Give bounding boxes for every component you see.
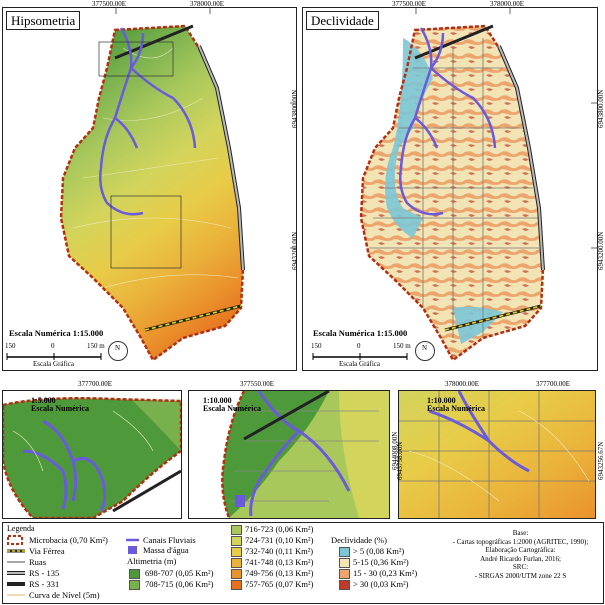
slope-swatch bbox=[339, 547, 350, 557]
x-coord-label: 378000.00E bbox=[445, 380, 480, 388]
y-coord-label: 6943200.00N bbox=[291, 231, 299, 270]
scale-tick-mid: 0 bbox=[51, 342, 55, 350]
numeric-scale: Escala Numérica 1:15.000 bbox=[313, 328, 408, 338]
slope-title: Declividade (%) bbox=[331, 535, 387, 545]
legend-item-railway: Via Férrea bbox=[29, 546, 65, 556]
altimetry-item: 698-707 (0,05 Km²) bbox=[145, 568, 214, 578]
scale-tick-mid: 0 bbox=[357, 342, 361, 350]
x-coord-label: 378000.00E bbox=[490, 0, 525, 8]
altimetry-swatch bbox=[231, 580, 242, 590]
altimetry-item: 749-756 (0,13 Km²) bbox=[245, 568, 314, 578]
x-coord-label: 377700.00E bbox=[78, 380, 113, 388]
map-title: Declividade bbox=[306, 11, 379, 30]
scale-tick-left: 150 bbox=[5, 342, 16, 350]
altimetry-swatch bbox=[231, 525, 242, 535]
y-coord-label: 6943800.00N bbox=[597, 89, 605, 128]
slope-swatch bbox=[339, 558, 350, 568]
altimetry-title: Altimetria (m) bbox=[127, 556, 177, 566]
inset-scale: 1:10.000 Escala Numérica bbox=[427, 396, 485, 413]
altimetry-item: 732-740 (0,11 Km²) bbox=[245, 546, 314, 556]
x-coord-label: 378000.00E bbox=[190, 0, 225, 8]
x-coord-label: 377550.00E bbox=[240, 380, 275, 388]
graphic-scale-caption: Escala Gráfica bbox=[339, 360, 380, 368]
altimetry-swatch bbox=[231, 558, 242, 568]
altimetry-swatch bbox=[231, 547, 242, 557]
road-rs331 bbox=[414, 24, 494, 60]
slope-item: > 5 (0,08 Km²) bbox=[353, 546, 405, 556]
inset-map-3: 1:10.000 Escala Numérica bbox=[398, 390, 596, 519]
altimetry-item: 757-765 (0,07 Km²) bbox=[245, 579, 314, 589]
north-arrow-icon: N bbox=[108, 341, 128, 361]
altimetry-item: 708-715 (0,06 Km²) bbox=[145, 579, 214, 589]
graphic-scale-caption: Escala Gráfica bbox=[33, 360, 74, 368]
hypsometry-canvas bbox=[6, 8, 296, 362]
x-coord-label: 377700.00E bbox=[536, 380, 571, 388]
altimetry-item: 724-731 (0,10 Km²) bbox=[245, 535, 314, 545]
numeric-scale: Escala Numérica 1:15.000 bbox=[9, 328, 104, 338]
inset-map-2: 1:10.000 Escala Numérica bbox=[188, 390, 390, 519]
y-coord-label: 6943800.00N bbox=[291, 89, 299, 128]
north-arrow-icon: N bbox=[415, 341, 435, 361]
legend-item-rs331: RS - 331 bbox=[29, 579, 60, 589]
y-coord-label: 6943256.67N bbox=[597, 441, 605, 480]
legend: Legenda Microbacia (0,70 Km²) Via Férrea… bbox=[2, 522, 604, 604]
legend-item-rs135: RS - 135 bbox=[29, 568, 60, 578]
scale-tick-right: 150 m bbox=[87, 342, 105, 350]
stream-network bbox=[399, 27, 497, 216]
legend-item-contour: Curva de Nível (5m) bbox=[29, 590, 100, 600]
slope-canvas bbox=[312, 8, 597, 362]
y-coord-label: 6943758.00N bbox=[396, 441, 404, 480]
legend-line-icons bbox=[7, 535, 25, 596]
inset-map-1: 1:5.000 Escala Numérica bbox=[2, 390, 182, 519]
slope-map: Declividade Escala Numérica 1:15.000 150… bbox=[302, 7, 598, 371]
inset-scale: 1:5.000 Escala Numérica bbox=[31, 396, 89, 413]
x-coord-label: 377500.00E bbox=[392, 0, 427, 8]
legend-item-streams: Canais Fluviais bbox=[143, 535, 196, 545]
x-coord-label: 377500.00E bbox=[92, 0, 127, 8]
slope-swatch bbox=[339, 580, 350, 590]
slope-item: 15 - 30 (0,23 Km²) bbox=[353, 568, 418, 578]
legend-title: Legenda bbox=[7, 524, 35, 533]
map-title: Hipsometria bbox=[6, 11, 81, 30]
slope-item: > 30 (0,03 Km²) bbox=[353, 579, 409, 589]
slope-item: 5-15 (0,36 Km²) bbox=[353, 557, 409, 567]
credits: Base: - Cartas topográficas 1:2000 (AGRI… bbox=[452, 529, 589, 580]
altimetry-item: 741-748 (0,13 Km²) bbox=[245, 557, 314, 567]
legend-item-streets: Ruas bbox=[29, 557, 46, 567]
watershed-area bbox=[61, 26, 243, 360]
scale-tick-right: 150 m bbox=[393, 342, 411, 350]
altimetry-swatch bbox=[129, 569, 140, 579]
y-coord-label: 6943200.00N bbox=[597, 231, 605, 270]
hypsometry-map: Hipsometria Escala Numérica 1:15.000 150… bbox=[2, 7, 297, 371]
legend-water-icons bbox=[126, 538, 139, 554]
altimetry-swatch bbox=[129, 580, 140, 590]
slope-swatch bbox=[339, 569, 350, 579]
legend-item-water-body: Massa d'água bbox=[143, 545, 189, 555]
legend-item-watershed: Microbacia (0,70 Km²) bbox=[29, 535, 108, 545]
altimetry-item: 716-723 (0,06 Km²) bbox=[245, 524, 314, 534]
inset-scale: 1:10.000 Escala Numérica bbox=[203, 396, 261, 413]
stream-network bbox=[99, 27, 197, 216]
altimetry-swatch bbox=[231, 569, 242, 579]
altimetry-swatch bbox=[231, 536, 242, 546]
scale-tick-left: 150 bbox=[311, 342, 322, 350]
